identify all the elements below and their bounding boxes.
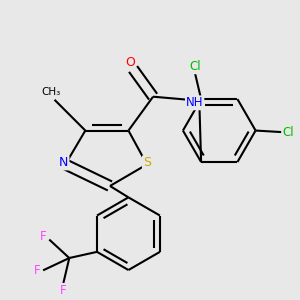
Text: Cl: Cl	[189, 60, 201, 73]
Text: CH₃: CH₃	[42, 87, 61, 97]
Text: F: F	[34, 264, 40, 277]
Text: N: N	[59, 156, 68, 170]
Text: F: F	[40, 230, 46, 243]
Text: O: O	[125, 56, 135, 69]
Text: NH: NH	[186, 96, 203, 109]
Text: S: S	[143, 156, 151, 170]
Text: F: F	[60, 284, 66, 297]
Text: Cl: Cl	[282, 126, 294, 139]
